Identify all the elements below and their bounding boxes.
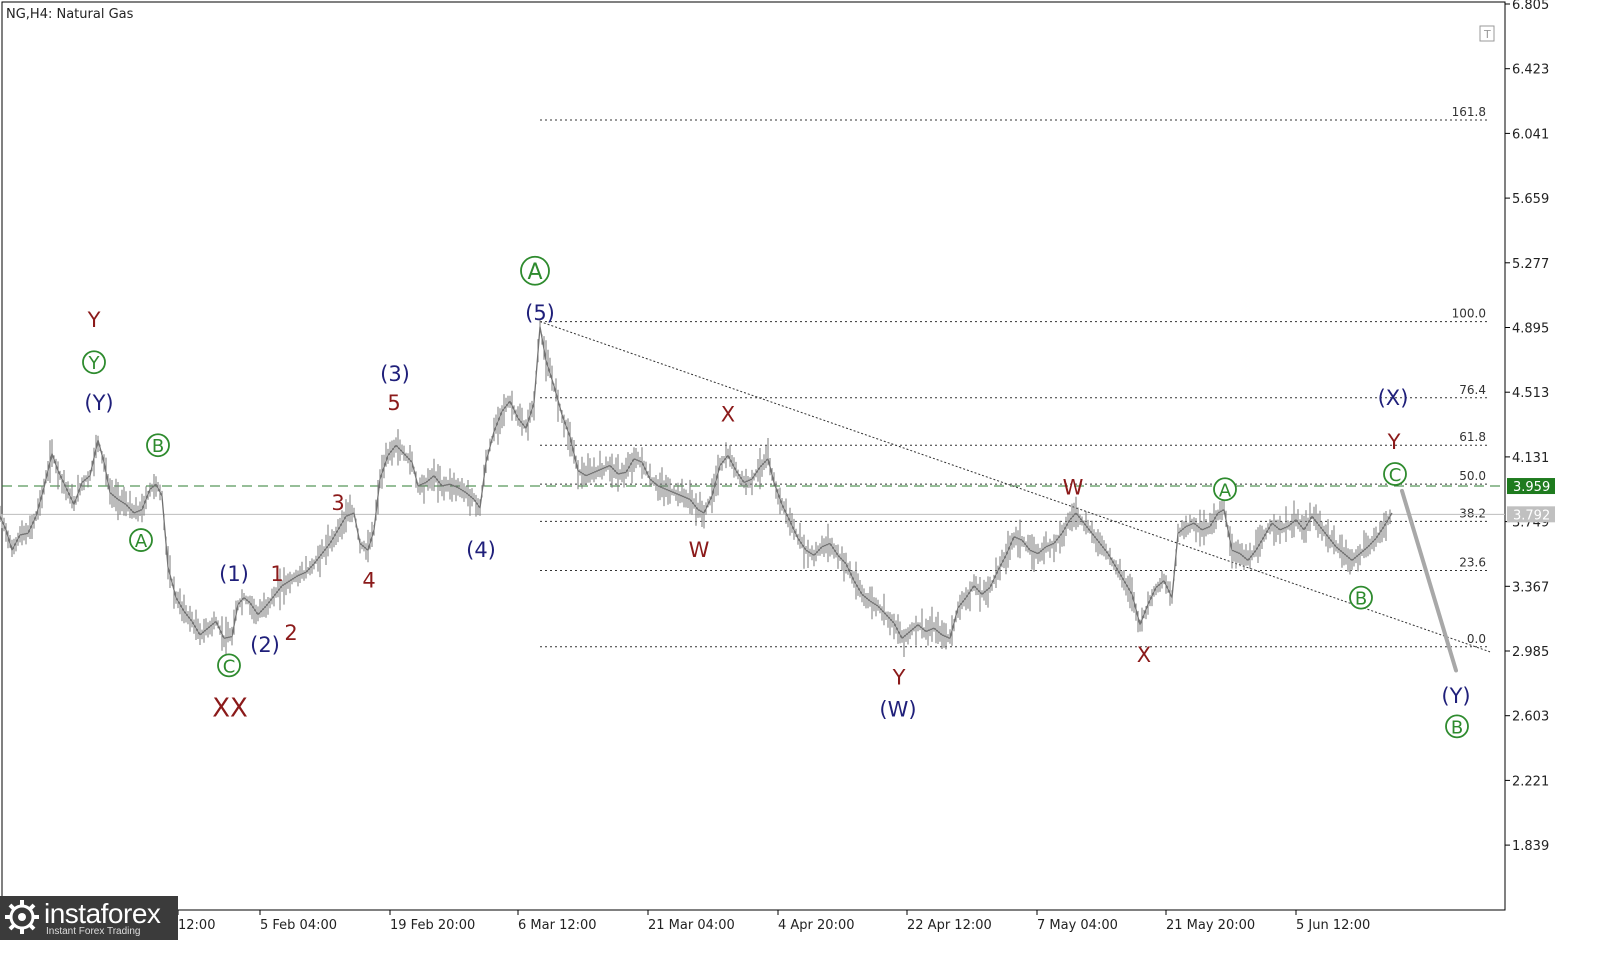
y-tick-label: 5.277 <box>1512 257 1549 272</box>
wave-label-text: C <box>1389 465 1402 486</box>
y-tick-label: 6.423 <box>1512 63 1549 78</box>
svg-text:T: T <box>1483 28 1491 41</box>
gear-logo-icon <box>5 900 39 934</box>
wave-label-text: (Y) <box>84 391 113 415</box>
y-tick-label: 6.041 <box>1512 127 1549 142</box>
y-tick-label: 2.985 <box>1512 645 1549 660</box>
x-tick-label: 22 Apr 12:00 <box>907 918 992 933</box>
wave-label-circle <box>217 653 241 678</box>
y-tick-label: 3.367 <box>1512 580 1549 595</box>
wave-label-text: 4 <box>362 569 375 593</box>
y-axis: 6.805 6.423 6.041 5.659 5.277 4.895 4.513 4.131… <box>1505 0 1549 854</box>
fibonacci-levels: 161.8 100.0 76.4 61.8 50.0 38.2 23.6 0.0 <box>540 105 1490 648</box>
instaforex-logo: instaforex Instant Forex Trading <box>0 896 178 940</box>
logo-tagline: Instant Forex Trading <box>46 926 141 937</box>
y-tick-label: 4.895 <box>1512 322 1549 337</box>
y-tick-label: 4.131 <box>1512 451 1549 466</box>
wave-label-circle <box>1349 585 1373 610</box>
wave-label-text: 5 <box>387 391 400 415</box>
x-tick-label: 5 Jun 12:00 <box>1296 918 1370 933</box>
projection-series <box>1400 488 1458 673</box>
wave-label-text: (2) <box>250 633 280 657</box>
wave-label-text: W <box>689 538 710 562</box>
wave-label-circle <box>82 350 106 375</box>
logo-name: instaforex <box>44 898 161 929</box>
fib-level-label: 61.8 <box>1459 430 1486 444</box>
y-tick-label: 4.513 <box>1512 386 1549 401</box>
wave-label-text: Y <box>1387 430 1401 454</box>
wave-label-text: A <box>527 260 542 285</box>
wave-label-text: Y <box>87 308 101 332</box>
y-tick-label: 2.603 <box>1512 710 1549 725</box>
wave-label-text: Y <box>892 665 906 689</box>
reference-lines <box>2 485 1505 515</box>
wave-label-text: Y <box>88 353 101 374</box>
wave-label-circle <box>146 433 170 458</box>
wave-label-text: 2 <box>284 621 297 645</box>
fib-level-label: 23.6 <box>1459 556 1486 570</box>
x-axis: 12:00 5 Feb 04:00 19 Feb 20:00 6 Mar 12:00 2… <box>177 910 1370 933</box>
wave-label-text: 1 <box>270 562 283 586</box>
price-series <box>0 318 1393 658</box>
fib-level-label: 38.2 <box>1459 506 1486 520</box>
x-tick-label: 7 May 04:00 <box>1037 918 1118 933</box>
x-tick-label: 4 Apr 20:00 <box>778 918 855 933</box>
wave-label-text: XX <box>212 693 248 723</box>
wave-label-circle <box>129 528 153 552</box>
wave-label-circle <box>1445 714 1469 739</box>
x-tick-label: 5 Feb 04:00 <box>260 918 337 933</box>
wave-label-text: W <box>1063 476 1084 500</box>
chart-title: NG,H4: Natural Gas <box>6 7 134 22</box>
y-tick-label: 2.221 <box>1512 774 1549 789</box>
wave-label-text: (4) <box>466 538 496 562</box>
x-tick-label: 12:00 <box>178 918 215 933</box>
price-tags: 3.959 3.792 <box>1507 478 1555 523</box>
plot-frame <box>1 1 1506 911</box>
x-tick-label: 21 May 20:00 <box>1166 918 1255 933</box>
x-tick-label: 21 Mar 04:00 <box>648 918 735 933</box>
corner-text-tool-icon[interactable]: T <box>1479 25 1495 42</box>
fib-level-label: 50.0 <box>1459 469 1486 483</box>
wave-label-text: (5) <box>525 301 555 325</box>
price-tag-green-bg <box>1507 478 1555 495</box>
wave-label-text: B <box>1355 589 1367 610</box>
wave-label-text: (X) <box>1378 386 1409 410</box>
wave-label-circle <box>1213 477 1237 502</box>
wave-label-text: (W) <box>879 697 916 721</box>
y-tick-label: 6.805 <box>1512 0 1549 13</box>
wave-label-text: A <box>135 531 148 552</box>
price-tag-gray-bg <box>1507 506 1555 523</box>
wave-label-circle <box>1383 462 1407 486</box>
wave-label-circle <box>520 255 550 286</box>
wave-label-text: C <box>223 656 236 677</box>
wave-label-text: B <box>152 436 164 457</box>
y-tick-label: 1.839 <box>1512 839 1549 854</box>
price-tag-gray: 3.792 <box>1513 508 1550 523</box>
x-tick-label: 19 Feb 20:00 <box>390 918 475 933</box>
fib-level-label: 0.0 <box>1467 632 1486 646</box>
wave-label-text: 3 <box>331 491 344 515</box>
fib-level-label: 76.4 <box>1459 383 1486 397</box>
wave-label-text: X <box>1137 643 1151 667</box>
x-tick-label: 6 Mar 12:00 <box>518 918 597 933</box>
wave-label-text: X <box>721 403 735 427</box>
fib-level-label: 100.0 <box>1452 307 1486 321</box>
wave-label-text: (Y) <box>1441 684 1470 708</box>
price-tag-green: 3.959 <box>1513 480 1550 495</box>
wave-label-text: B <box>1451 717 1463 738</box>
y-tick-label: 5.659 <box>1512 192 1549 207</box>
fib-level-label: 161.8 <box>1452 105 1486 119</box>
projection-path <box>1400 488 1458 673</box>
wave-label-text: (3) <box>380 362 410 386</box>
wave-label-text: A <box>1219 480 1232 501</box>
wave-label-text: (1) <box>219 562 249 586</box>
